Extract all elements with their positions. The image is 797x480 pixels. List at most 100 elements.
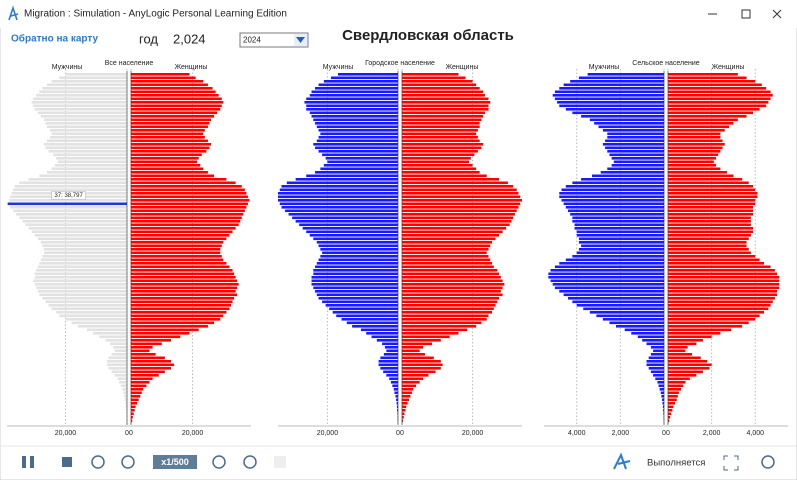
bar — [313, 272, 398, 276]
bar — [402, 115, 484, 118]
bar — [668, 419, 670, 423]
year-select-value[interactable]: 2024 — [243, 36, 261, 45]
bar — [648, 356, 664, 360]
bar — [563, 202, 664, 206]
maximize[interactable] — [741, 9, 751, 19]
bar — [131, 416, 133, 419]
bar — [613, 160, 664, 164]
bar — [131, 223, 239, 227]
bar — [131, 202, 248, 206]
bar — [131, 111, 218, 115]
run-until[interactable] — [243, 455, 257, 469]
bar — [550, 269, 664, 272]
bar — [131, 307, 230, 311]
bar — [578, 248, 664, 251]
bar — [554, 265, 664, 269]
settings[interactable] — [761, 455, 775, 469]
bar — [650, 353, 664, 356]
bar — [39, 90, 127, 94]
bar — [402, 234, 500, 237]
bar — [281, 206, 398, 209]
bar — [402, 307, 494, 311]
bar — [668, 101, 769, 104]
bar — [402, 80, 473, 83]
year-select[interactable] — [239, 32, 309, 48]
bar — [402, 111, 485, 115]
bar — [402, 174, 487, 178]
bar — [653, 374, 664, 377]
bar — [31, 101, 127, 104]
bar — [402, 199, 522, 202]
bar — [318, 129, 398, 132]
bar — [668, 171, 727, 174]
bar — [278, 192, 398, 195]
bar — [402, 146, 482, 150]
bar — [131, 230, 233, 234]
back-link[interactable]: Обратно на карту — [11, 33, 99, 45]
status-icon — [613, 452, 631, 470]
close[interactable] — [772, 9, 782, 19]
bar — [376, 339, 398, 342]
pause-2[interactable] — [30, 456, 34, 468]
bar — [402, 398, 410, 402]
bar — [607, 136, 664, 139]
bar — [113, 346, 127, 349]
stop[interactable] — [62, 457, 72, 467]
bar — [602, 143, 664, 146]
bar — [131, 227, 236, 230]
bar — [554, 286, 664, 290]
bar — [668, 349, 686, 353]
bar — [668, 76, 747, 80]
bar — [668, 258, 760, 262]
bar — [285, 209, 398, 213]
bar — [10, 206, 128, 209]
bar — [131, 398, 139, 402]
bar — [668, 342, 697, 346]
bar — [402, 335, 450, 339]
bar — [295, 178, 398, 181]
bar — [402, 349, 420, 353]
bar — [668, 395, 678, 398]
bar — [668, 108, 760, 111]
bar — [7, 202, 127, 206]
bar — [65, 318, 127, 321]
bar — [668, 388, 682, 391]
bar — [616, 325, 664, 328]
bar — [668, 153, 719, 157]
bar — [316, 125, 398, 129]
bar — [131, 248, 221, 251]
bar — [48, 304, 127, 307]
bar — [611, 164, 664, 167]
bar — [559, 262, 664, 265]
bar — [131, 391, 142, 395]
bar — [131, 272, 235, 276]
step[interactable] — [212, 455, 226, 469]
bar — [402, 104, 489, 108]
bar — [131, 153, 202, 157]
bar — [402, 279, 503, 283]
bar — [581, 115, 664, 118]
slow-down[interactable] — [91, 455, 105, 469]
bar — [131, 73, 190, 76]
bar — [642, 339, 664, 342]
bar — [402, 150, 478, 153]
bar — [278, 199, 398, 202]
bar — [668, 97, 771, 101]
bar — [668, 241, 747, 244]
bar — [668, 216, 751, 220]
bar — [402, 377, 424, 381]
bar — [668, 87, 767, 90]
bar — [43, 248, 127, 251]
bar — [19, 181, 127, 185]
bar — [299, 223, 398, 227]
bar — [668, 199, 756, 202]
bar — [574, 223, 664, 227]
bar — [570, 80, 664, 83]
bar — [87, 328, 127, 332]
bar — [668, 286, 780, 290]
bar — [559, 87, 664, 90]
fullscreen[interactable] — [723, 455, 739, 471]
pause-1[interactable] — [22, 456, 26, 468]
bar — [131, 388, 144, 391]
speed-up[interactable] — [121, 455, 135, 469]
